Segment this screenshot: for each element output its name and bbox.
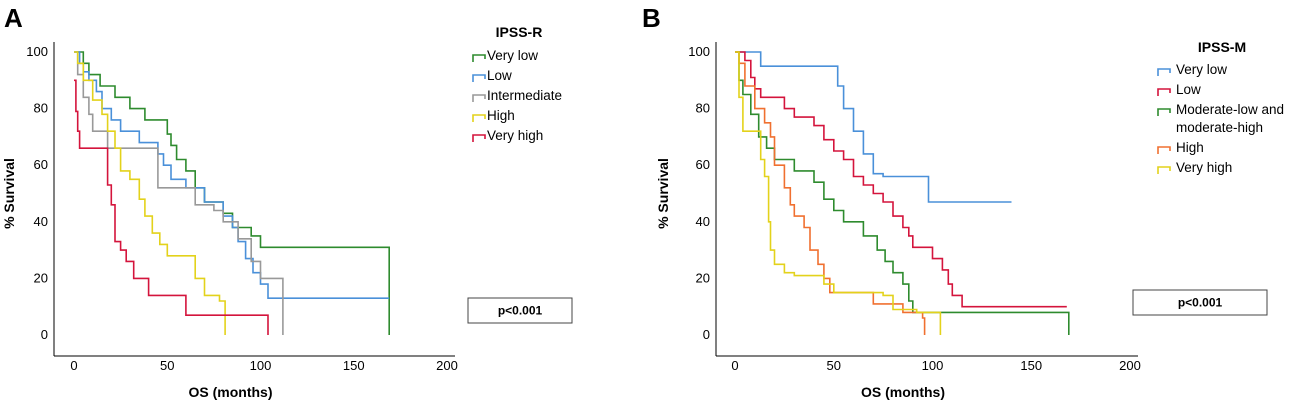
- panel-b-x-tick-label: 150: [1020, 358, 1042, 373]
- panel-b-legend-label-high: High: [1176, 140, 1204, 155]
- panel-a-y-tick-label: 100: [26, 44, 48, 59]
- panel-b-legend-label-low: Low: [1176, 82, 1201, 97]
- panel-a-legend-swatch-very-high: [472, 134, 486, 142]
- panel-a-y-tick-label: 60: [34, 157, 48, 172]
- panel-b-series-very-high: [735, 51, 942, 335]
- panel-b-legend-title: IPSS-M: [1198, 39, 1246, 55]
- panel-b-x-axis-label: OS (months): [861, 384, 945, 400]
- panel-a-x-tick-label: 200: [436, 358, 458, 373]
- panel-a-legend-title: IPSS-R: [496, 24, 543, 40]
- panel-b-y-axis-label: % Survival: [655, 158, 671, 229]
- panel-a-pvalue-label: p<0.001: [498, 304, 543, 318]
- panel-b-legend-swatch-low: [1157, 88, 1171, 96]
- panel-a-legend-label-low: Low: [487, 68, 512, 83]
- panel-a-series-very-low: [74, 51, 390, 335]
- panel-b-x-tick-label: 50: [827, 358, 841, 373]
- panel-a-y-tick-label: 40: [34, 214, 48, 229]
- panel-a-x-tick-label: 0: [70, 358, 77, 373]
- panel-a-series-intermediate: [74, 51, 284, 335]
- panel-b-y-tick-label: 60: [696, 157, 710, 172]
- panel-a-series-low: [74, 51, 390, 299]
- panel-a-y-tick-label: 0: [41, 327, 48, 342]
- panel-b-legend-swatch-very-low: [1157, 68, 1171, 76]
- panel-a-x-tick-label: 100: [250, 358, 272, 373]
- panel-a-series-high: [74, 51, 226, 335]
- panel-b-pvalue-box: [1132, 289, 1268, 316]
- panel-b-legend-swatch-high: [1157, 146, 1171, 154]
- panel-b-y-tick-label: 40: [696, 214, 710, 229]
- panel-a-legend-label-intermediate: Intermediate: [487, 88, 562, 103]
- panel-b-legend-label-moderate-low-and-moderate-high: Moderate-low and moderate-high: [1176, 102, 1284, 135]
- panel-b-x-tick-label: 100: [922, 358, 944, 373]
- panel-b-legend-label-very-high: Very high: [1176, 160, 1232, 175]
- panel-a-legend-label-very-low: Very low: [487, 48, 538, 63]
- panel-b-legend-swatch-very-high: [1157, 166, 1171, 174]
- panel-b-series-high: [735, 51, 926, 335]
- panel-b-pvalue-label: p<0.001: [1178, 296, 1223, 310]
- panel-a-y-tick-label: 20: [34, 270, 48, 285]
- panel-a-series-very-high: [74, 79, 269, 335]
- panel-b-series-low: [735, 51, 1067, 308]
- panel-a-x-axis-label: OS (months): [189, 384, 273, 400]
- panel-a-x-tick-label: 50: [160, 358, 174, 373]
- panel-b-series-very-low: [735, 51, 1012, 203]
- panel-b-y-tick-label: 100: [688, 44, 710, 59]
- panel-a-legend-swatch-low: [472, 74, 486, 82]
- panel-b-y-tick-label: 0: [703, 327, 710, 342]
- panel-a-legend-label-very-high: Very high: [487, 128, 543, 143]
- panel-b-y-tick-label: 20: [696, 270, 710, 285]
- panel-a-pvalue-box: [467, 297, 573, 324]
- panel-a-x-tick-label: 150: [343, 358, 365, 373]
- panel-a-legend-swatch-high: [472, 114, 486, 122]
- panel-b-legend-swatch-moderate-low-and-moderate-high: [1157, 108, 1171, 116]
- panel-a-letter: A: [4, 3, 23, 33]
- panel-b-legend-label-very-low: Very low: [1176, 62, 1227, 77]
- panel-b-x-tick-label: 0: [731, 358, 738, 373]
- panel-b-x-tick-label: 200: [1119, 358, 1141, 373]
- panel-a-legend-swatch-intermediate: [472, 94, 486, 102]
- panel-a-legend-swatch-very-low: [472, 54, 486, 62]
- panel-b-y-tick-label: 80: [696, 101, 710, 116]
- panel-a-legend-label-high: High: [487, 108, 515, 123]
- panel-a-y-axis-label: % Survival: [1, 158, 17, 229]
- panel-b-letter: B: [642, 3, 661, 33]
- panel-a-y-tick-label: 80: [34, 101, 48, 116]
- panel-b-series-moderate-low-and-moderate-high: [735, 51, 1070, 335]
